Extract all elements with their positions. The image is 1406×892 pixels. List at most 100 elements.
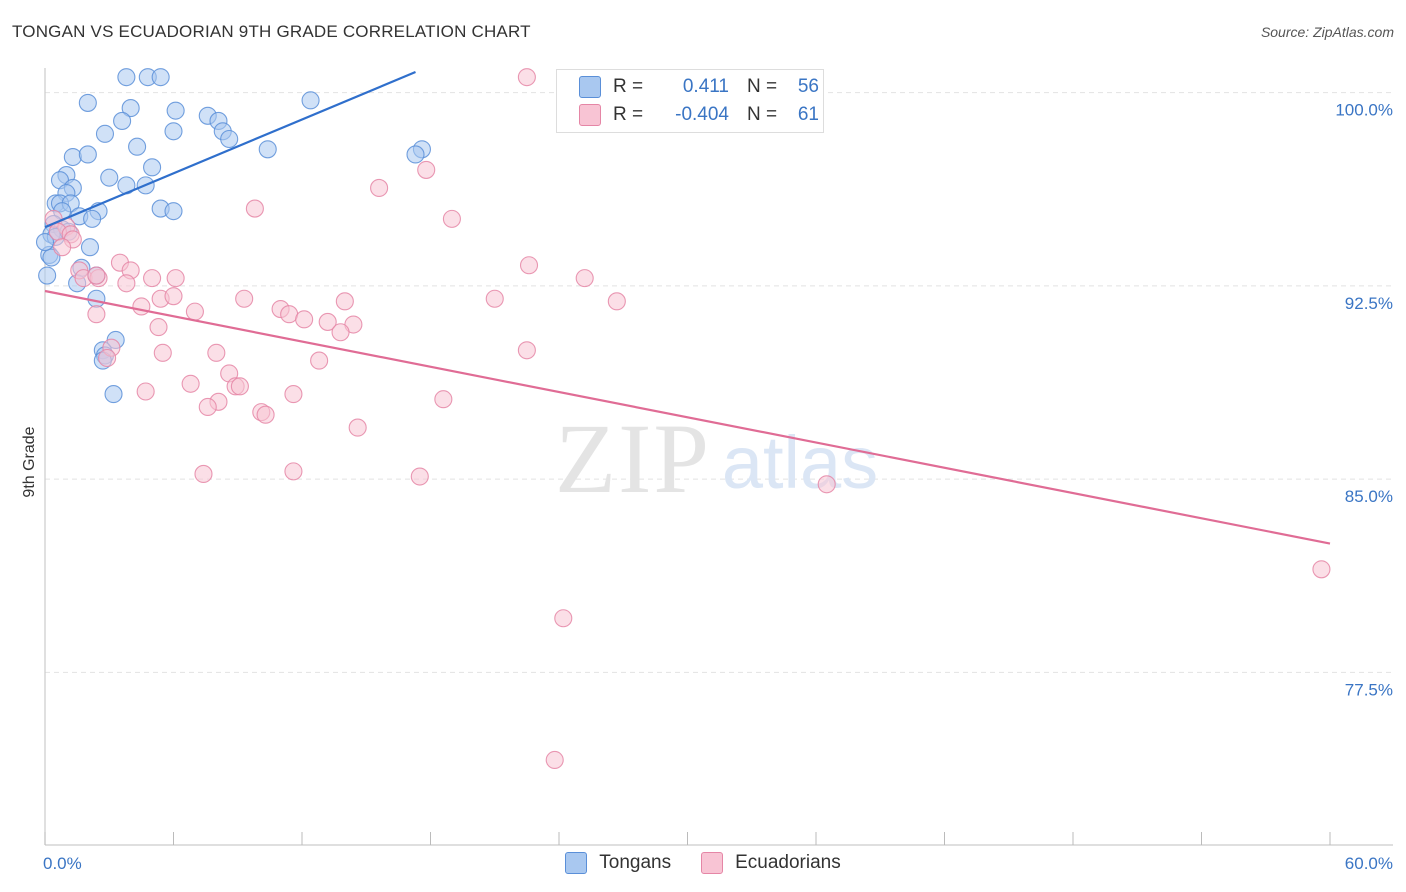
stats-legend: R = 0.411 N = 56 R = -0.404 N = 61 [556,69,824,133]
y-tick-label: 100.0% [1335,101,1393,120]
data-point-tongans [80,238,100,257]
data-point-ecuadorians [318,312,337,331]
data-point-ecuadorians [235,289,254,308]
trend-lines [44,70,1331,545]
legend-r-label: R = [613,104,644,125]
legend-r-label: R = [613,76,644,97]
data-point-ecuadorians [117,274,136,293]
data-point-tongans [104,385,123,404]
data-point-ecuadorians [485,289,504,308]
data-point-tongans [63,147,82,167]
data-point-tongans [100,168,119,187]
data-point-tongans [35,233,55,252]
data-point-ecuadorians [575,269,594,288]
legend-swatch-ecuadorians [701,852,724,874]
y-tick-label: 85.0% [1345,487,1393,506]
data-point-ecuadorians [284,462,303,481]
legend-r-value: -0.404 [675,104,729,125]
data-point-ecuadorians [207,343,226,362]
data-point-ecuadorians [284,385,303,404]
data-point-ecuadorians [335,292,354,311]
data-point-ecuadorians [280,305,299,324]
data-point-tongans [406,145,425,164]
data-point-tongans [128,137,147,156]
data-point-ecuadorians [198,397,217,417]
legend-n-label: N = [747,104,778,125]
legend-r-value: 0.411 [682,76,729,97]
data-point-ecuadorians [87,305,106,324]
data-point-tongans [78,145,97,164]
y-tick-label: 77.5% [1345,680,1393,699]
legend-n-value: 61 [797,104,819,125]
data-point-ecuadorians [181,374,200,393]
data-point-ecuadorians [517,341,536,360]
data-point-ecuadorians [370,178,389,197]
data-point-ecuadorians [410,467,429,486]
data-point-ecuadorians [185,302,204,321]
data-point-tongans [164,202,183,221]
chart-title: TONGAN VS ECUADORIAN 9TH GRADE CORRELATI… [12,22,531,41]
data-points [35,68,1331,770]
data-point-ecuadorians [132,297,151,316]
data-point-ecuadorians [230,377,249,396]
data-point-tongans [164,122,183,141]
legend-label-tongans: Tongans [599,852,672,873]
data-point-ecuadorians [87,266,106,285]
data-point-tongans [121,99,140,118]
trend-line-tongans [44,70,416,229]
data-point-tongans [258,140,277,159]
data-point-ecuadorians [348,418,367,437]
data-point-ecuadorians [310,351,329,370]
y-axis-label: 9th Grade [21,426,38,497]
data-point-ecuadorians [417,160,436,179]
data-point-tongans [166,101,185,120]
axes [44,68,1393,846]
data-point-ecuadorians [517,68,536,87]
watermark-zip: ZIP [555,403,711,514]
data-point-ecuadorians [164,287,183,306]
data-point-ecuadorians [434,390,453,409]
data-point-tongans [95,124,115,143]
data-point-ecuadorians [295,310,314,329]
data-point-ecuadorians [53,238,72,257]
data-point-ecuadorians [98,348,117,368]
data-point-ecuadorians [166,269,185,288]
data-point-ecuadorians [554,609,573,628]
data-point-tongans [113,111,132,131]
legend-n-label: N = [747,76,778,97]
legend-n-value: 56 [797,76,819,97]
data-point-ecuadorians [607,292,626,311]
data-point-ecuadorians [256,405,275,424]
legend-label-ecuadorians: Ecuadorians [735,852,841,873]
data-point-tongans [87,289,106,308]
x-tick-label: 0.0% [43,854,82,873]
data-point-tongans [143,158,162,177]
legend-item-ecuadorians[interactable]: Ecuadorians [701,852,841,874]
data-point-ecuadorians [194,464,213,484]
data-point-ecuadorians [817,475,836,494]
data-point-ecuadorians [331,323,350,342]
data-point-tongans [83,209,102,228]
legend-item-tongans[interactable]: Tongans [565,852,671,874]
source-label: Source: ZipAtlas.com [1260,24,1394,40]
series-legend: Tongans Ecuadorians [0,852,1406,874]
data-point-ecuadorians [153,343,172,362]
watermark-atlas: atlas [722,421,878,504]
legend-swatch-tongans [565,852,588,874]
legend-row-tongans: R = 0.411 N = 56 [579,75,819,99]
data-point-tongans [78,93,97,112]
data-point-ecuadorians [545,750,564,770]
data-point-ecuadorians [245,199,264,218]
legend-swatch-tongans [579,76,601,98]
trend-line-ecuadorians [44,289,1331,545]
data-point-tongans [38,266,57,285]
data-point-ecuadorians [1312,560,1331,579]
data-point-ecuadorians [136,382,155,401]
data-point-ecuadorians [519,256,539,275]
data-point-tongans [220,129,239,149]
x-tick-label: 60.0% [1345,854,1393,873]
tick-labels: 77.5% 85.0% 92.5% 100.0% 0.0% 60.0% [43,101,1393,873]
data-point-tongans [117,68,136,87]
data-point-tongans [301,91,320,110]
